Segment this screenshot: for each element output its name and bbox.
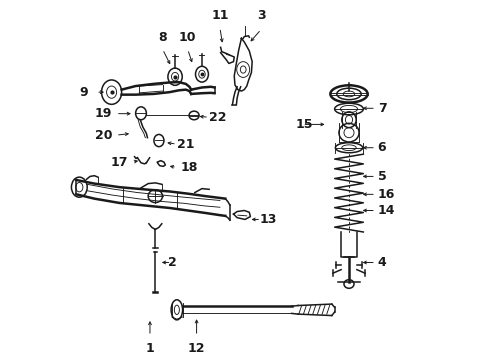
Text: 8: 8 xyxy=(158,31,167,44)
Text: 7: 7 xyxy=(378,102,387,115)
Text: 10: 10 xyxy=(179,31,196,44)
Text: 5: 5 xyxy=(378,170,387,183)
Text: 1: 1 xyxy=(146,342,154,355)
Text: 20: 20 xyxy=(95,129,112,142)
Polygon shape xyxy=(234,211,250,220)
Text: 21: 21 xyxy=(177,138,195,150)
Text: 15: 15 xyxy=(295,118,313,131)
Text: 14: 14 xyxy=(378,204,395,217)
Text: 18: 18 xyxy=(180,161,198,174)
Text: 2: 2 xyxy=(168,256,177,269)
Text: 6: 6 xyxy=(378,141,386,154)
Text: 17: 17 xyxy=(111,156,128,168)
Text: 4: 4 xyxy=(378,256,387,269)
Text: 3: 3 xyxy=(257,9,266,22)
Text: 11: 11 xyxy=(211,9,229,22)
Text: 12: 12 xyxy=(188,342,205,355)
Text: 9: 9 xyxy=(79,86,88,99)
Text: 13: 13 xyxy=(259,213,277,226)
Text: 22: 22 xyxy=(209,111,227,124)
Text: 16: 16 xyxy=(378,188,395,201)
Text: 19: 19 xyxy=(95,107,112,120)
